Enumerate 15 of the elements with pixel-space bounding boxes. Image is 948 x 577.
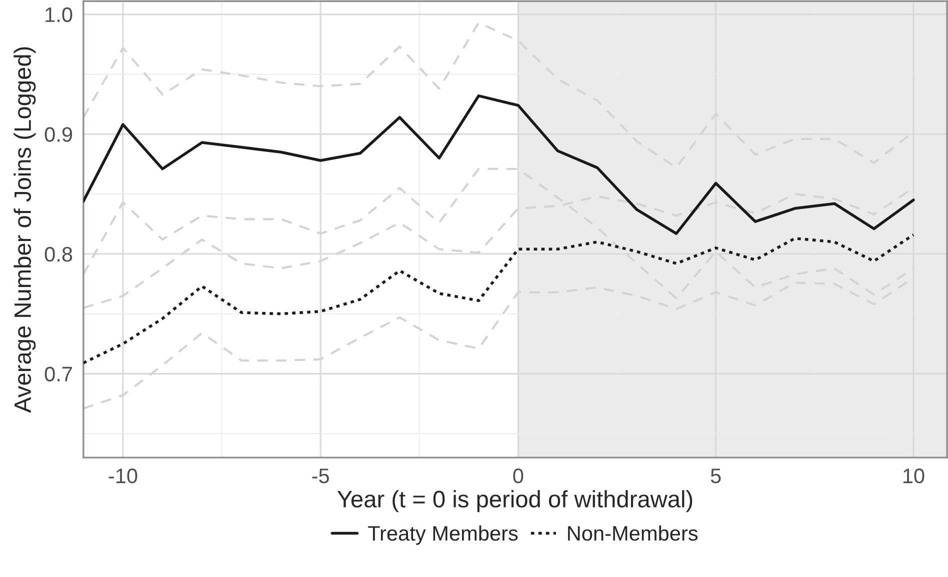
x-tick-label: -10 — [108, 468, 138, 484]
x-axis-title: Year (t = 0 is period of withdrawal) — [337, 490, 692, 512]
y-tick-label: 1.0 — [46, 7, 72, 22]
y-tick-label: 0.7 — [44, 366, 72, 382]
x-tick-label: -5 — [312, 468, 329, 484]
line-series — [83, 94, 915, 235]
y-axis-title: Average Number of Joins (Logged) — [14, 47, 36, 413]
y-tick-label: 0.8 — [44, 246, 72, 262]
legend-label: Treaty Members — [368, 525, 518, 545]
x-tick-label: 5 — [710, 468, 721, 484]
legend-label: Non-Members — [568, 525, 698, 541]
y-tick-label: 0.9 — [44, 127, 72, 142]
x-tick-label: 10 — [903, 468, 924, 484]
x-tick-label: 0 — [513, 468, 524, 484]
line-series — [83, 233, 915, 364]
